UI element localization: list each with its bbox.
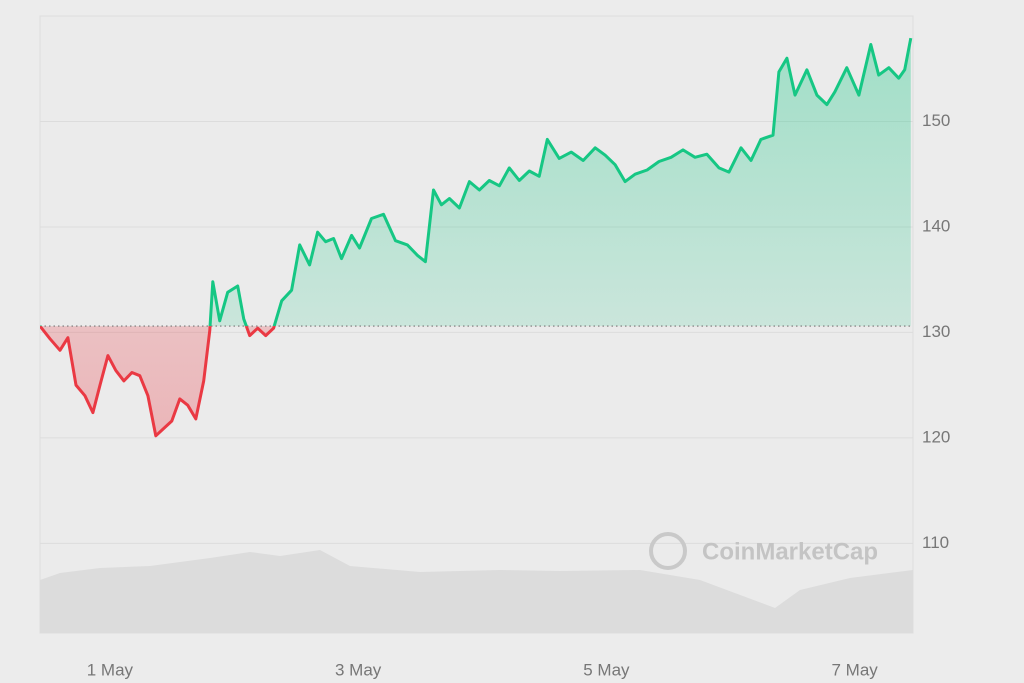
x-tick-label: 7 May	[832, 660, 879, 679]
watermark-icon	[649, 532, 687, 570]
area-down	[40, 326, 275, 436]
price-line-down	[40, 326, 276, 438]
y-tick-label: 120	[922, 427, 950, 446]
x-tick-label: 1 May	[87, 660, 134, 679]
y-tick-label: 130	[922, 322, 950, 341]
y-tick-label: 110	[922, 533, 949, 552]
area-up	[40, 38, 911, 327]
x-tick-label: 3 May	[335, 660, 382, 679]
x-tick-label: 5 May	[583, 660, 630, 679]
watermark-text: CoinMarketCap	[702, 538, 878, 565]
y-tick-label: 150	[922, 111, 950, 130]
volume-area	[40, 550, 913, 633]
watermark: CoinMarketCap	[649, 532, 878, 570]
price-line-up	[40, 37, 913, 327]
y-tick-label: 140	[922, 216, 950, 235]
